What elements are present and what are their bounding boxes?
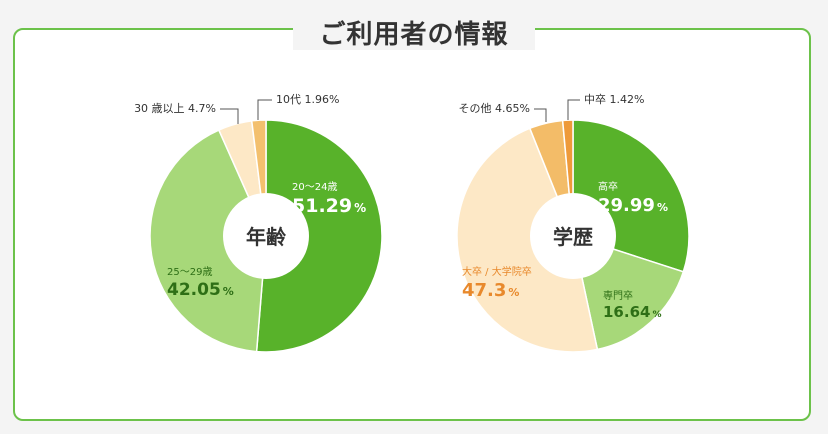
slice-value: 29.99%	[598, 195, 668, 216]
slice-value: 51.29%	[292, 195, 366, 217]
page-title: ご利用者の情報	[0, 14, 828, 51]
donut-hole	[530, 193, 616, 279]
slice-outer-label: 中卒 1.42%	[584, 92, 644, 106]
donut-hole	[223, 193, 309, 279]
slice-outer-label: その他 4.65%	[459, 102, 530, 115]
percent-sign: %	[223, 285, 234, 298]
pie-chart-1: 20～24歳 51.29 % 25～29歳 42.05 % 30 歳以上 4.7% 10代 1…	[134, 93, 383, 353]
center-label: 学歴	[553, 225, 593, 249]
slice-label: 25～29歳	[167, 266, 212, 278]
percent-sign: %	[354, 201, 366, 215]
pie-slice	[456, 127, 599, 353]
page-title-text: ご利用者の情報	[293, 20, 535, 50]
pie-slice	[255, 119, 383, 353]
slice-label: 20～24歳	[292, 181, 337, 193]
slice-value: 16.64%	[603, 303, 661, 321]
slice-label: 高卒	[598, 180, 618, 193]
pie-slice	[149, 129, 267, 353]
center-label: 年齢	[246, 225, 287, 249]
slice-value: 42.05%	[167, 280, 234, 300]
slice-label: 専門卒	[603, 289, 633, 302]
leader-line	[534, 108, 547, 122]
slice-label: 大卒 / 大学院卒	[462, 265, 532, 278]
slice-outer-label: 30 歳以上 4.7%	[134, 102, 216, 115]
leader-line	[220, 108, 239, 124]
leader-line	[567, 99, 580, 120]
percent-sign: %	[652, 310, 661, 320]
percent-sign: %	[657, 201, 668, 214]
slice-outer-label: 10代 1.96%	[276, 93, 339, 106]
percent-sign: %	[508, 286, 519, 299]
slice-value: 47.3%	[462, 280, 519, 301]
leader-line	[257, 99, 272, 120]
